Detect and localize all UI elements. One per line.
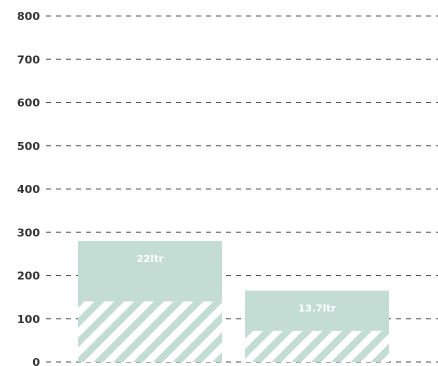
bars-layer [78,240,389,362]
bar-segment-solid [245,290,389,331]
y-tick-label: 200 [17,270,40,283]
y-tick-label: 0 [32,356,40,366]
bar-value-label: 22ltr [136,254,163,265]
bar-segment-striped [78,301,222,362]
y-tick-label: 600 [17,97,40,110]
y-tick-label: 100 [17,313,40,326]
y-tick-label: 500 [17,140,40,153]
labels-layer: 800 700 600 500 400 300 200 100 0 22ltr 13.7ltr [17,10,336,366]
bar-segment-solid [78,240,222,302]
y-tick-label: 800 [17,10,40,23]
bar-value-label: 13.7ltr [298,304,336,315]
y-tick-label: 700 [17,53,40,66]
y-tick-label: 400 [17,183,40,196]
bar-segment-striped [245,330,389,362]
y-tick-label: 300 [17,226,40,239]
